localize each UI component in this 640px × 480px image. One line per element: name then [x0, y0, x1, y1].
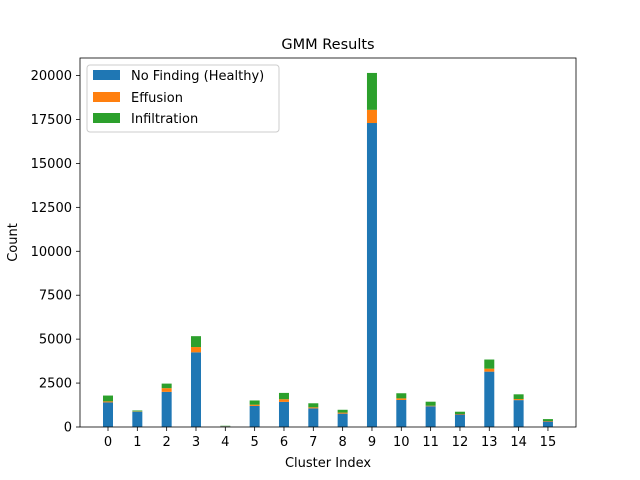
bar-cluster-12-no-finding-healthy	[454, 414, 465, 427]
bar-cluster-3-no-finding-healthy	[190, 352, 201, 427]
x-tick-label-2: 2	[163, 435, 171, 450]
bar-cluster-15-no-finding-healthy	[542, 421, 553, 427]
y-axis-label: Count	[6, 223, 21, 262]
x-tick-label-7: 7	[309, 435, 317, 450]
bar-cluster-14-effusion	[513, 399, 524, 401]
bar-cluster-9-infiltration	[366, 72, 377, 110]
bar-cluster-5-effusion	[249, 404, 260, 406]
bar-cluster-14-no-finding-healthy	[513, 400, 524, 427]
bar-cluster-11-no-finding-healthy	[425, 406, 436, 427]
bar-cluster-7-infiltration	[308, 403, 319, 408]
legend-label-effusion: Effusion	[131, 91, 183, 106]
y-tick-label-10000: 10000	[31, 245, 72, 260]
x-axis-ticks: 0 1 2 3 4 5 6 7 8 9 10 11 12 13 14 15	[104, 427, 556, 450]
x-tick-label-11: 11	[422, 435, 439, 450]
bar-cluster-10-infiltration	[396, 393, 407, 399]
legend-swatch-no-finding	[93, 70, 120, 80]
bar-cluster-12-infiltration	[454, 411, 465, 414]
x-tick-label-5: 5	[251, 435, 259, 450]
bar-cluster-5-infiltration	[249, 400, 260, 405]
bar-cluster-13-infiltration	[484, 359, 495, 369]
bar-cluster-8-infiltration	[337, 409, 348, 413]
bar-cluster-9-effusion	[366, 109, 377, 124]
bar-cluster-15-effusion	[542, 421, 553, 422]
bar-cluster-2-no-finding-healthy	[161, 391, 172, 427]
y-tick-label-5000: 5000	[39, 333, 72, 348]
legend-label-infiltration: Infiltration	[131, 112, 198, 127]
x-tick-label-3: 3	[192, 435, 200, 450]
bar-cluster-10-no-finding-healthy	[396, 399, 407, 427]
x-tick-label-15: 15	[540, 435, 557, 450]
x-tick-label-12: 12	[452, 435, 469, 450]
bar-cluster-12-effusion	[454, 414, 465, 415]
bar-cluster-5-no-finding-healthy	[249, 405, 260, 427]
bar-cluster-13-no-finding-healthy	[484, 371, 495, 427]
bars-layer	[103, 72, 553, 427]
x-tick-label-13: 13	[481, 435, 498, 450]
bar-cluster-3-effusion	[190, 347, 201, 353]
bar-cluster-8-effusion	[337, 412, 348, 414]
y-tick-label-15000: 15000	[31, 157, 72, 172]
bar-cluster-10-effusion	[396, 398, 407, 400]
y-tick-label-0: 0	[64, 421, 72, 436]
bar-cluster-0-effusion	[103, 401, 113, 403]
legend-label-no-finding: No Finding (Healthy)	[131, 69, 264, 84]
plot-frame	[79, 57, 577, 428]
bar-cluster-7-no-finding-healthy	[308, 408, 319, 427]
bar-cluster-6-no-finding-healthy	[278, 401, 289, 427]
bar-cluster-6-infiltration	[278, 392, 289, 400]
y-tick-label-20000: 20000	[31, 69, 72, 84]
x-axis-label: Cluster Index	[285, 456, 371, 471]
legend-box	[86, 64, 280, 133]
x-tick-label-9: 9	[368, 435, 376, 450]
chart-title: GMM Results	[281, 37, 374, 53]
bar-cluster-8-no-finding-healthy	[337, 413, 348, 427]
bar-cluster-1-no-finding-healthy	[132, 411, 143, 427]
x-tick-label-10: 10	[393, 435, 410, 450]
bar-cluster-2-effusion	[161, 388, 172, 392]
y-tick-label-17500: 17500	[31, 113, 72, 128]
bar-cluster-13-effusion	[484, 368, 495, 372]
bar-cluster-2-infiltration	[161, 383, 172, 389]
bar-cluster-7-effusion	[308, 407, 319, 409]
x-tick-label-14: 14	[510, 435, 527, 450]
bar-cluster-15-infiltration	[542, 419, 553, 422]
x-tick-label-8: 8	[338, 435, 346, 450]
x-tick-label-0: 0	[104, 435, 112, 450]
bar-cluster-0-no-finding-healthy	[103, 402, 113, 427]
y-tick-label-7500: 7500	[39, 289, 72, 304]
legend: No Finding (Healthy) Effusion Infiltrati…	[86, 64, 280, 133]
bar-cluster-14-infiltration	[513, 394, 524, 400]
x-tick-label-6: 6	[280, 435, 288, 450]
bar-cluster-0-infiltration	[103, 395, 113, 402]
bar-cluster-3-infiltration	[190, 336, 201, 348]
y-axis-ticks: 0 2500 5000 7500 10000 12500 15000 17500 20000	[31, 69, 80, 436]
x-tick-label-1: 1	[133, 435, 141, 450]
bar-cluster-11-infiltration	[425, 401, 436, 406]
y-tick-label-2500: 2500	[39, 377, 72, 392]
bar-cluster-6-effusion	[278, 399, 289, 402]
legend-swatch-infiltration	[93, 113, 120, 123]
bar-cluster-1-infiltration	[132, 410, 143, 412]
x-tick-label-4: 4	[221, 435, 229, 450]
bar-cluster-9-no-finding-healthy	[366, 123, 377, 427]
y-tick-label-12500: 12500	[31, 201, 72, 216]
bar-cluster-11-effusion	[425, 405, 436, 407]
legend-swatch-effusion	[93, 92, 120, 102]
